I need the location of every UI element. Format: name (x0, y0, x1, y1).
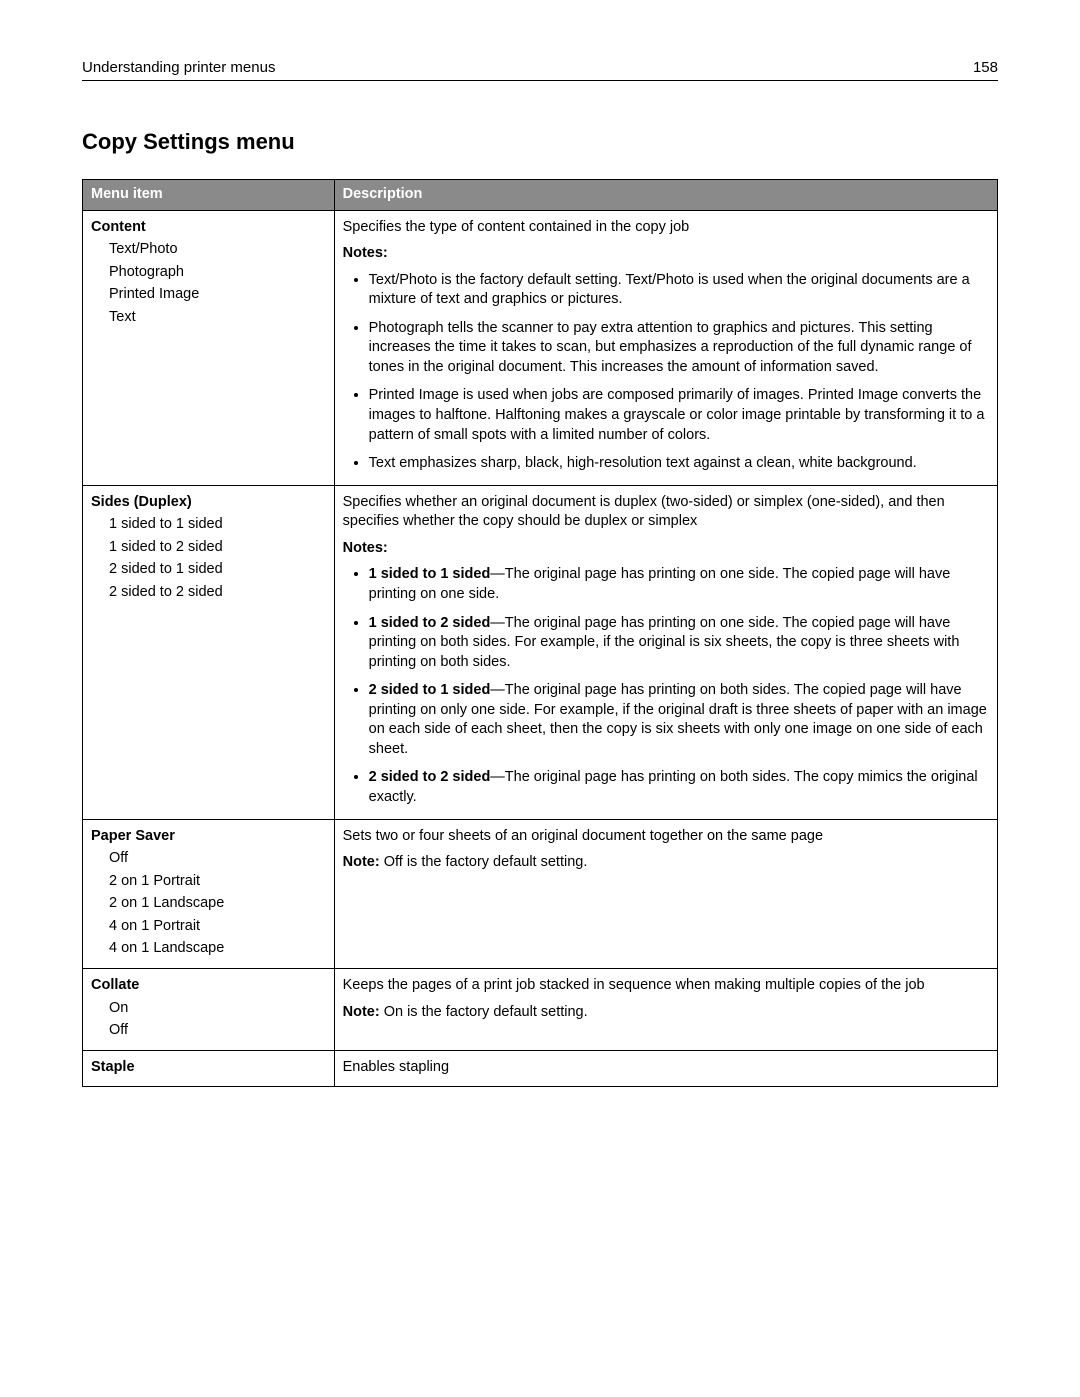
menu-title-paper-saver: Paper Saver (91, 827, 326, 847)
row-sides: Sides (Duplex) 1 sided to 1 sided 1 side… (83, 485, 998, 819)
sides-note-3-bold: 2 sided to 1 sided (369, 682, 491, 698)
header-title: Understanding printer menus (82, 58, 275, 78)
paper-saver-lead: Sets two or four sheets of an original d… (343, 827, 989, 847)
row-collate: Collate On Off Keeps the pages of a prin… (83, 968, 998, 1050)
opt-photograph: Photograph (109, 263, 326, 283)
cell-paper-saver-menu: Paper Saver Off 2 on 1 Portrait 2 on 1 L… (83, 819, 335, 968)
paper-saver-note-text: Off is the factory default setting. (380, 854, 588, 870)
paper-saver-note-label: Note: (343, 854, 380, 870)
cell-content-menu: Content Text/Photo Photograph Printed Im… (83, 210, 335, 485)
content-notes-list: Text/Photo is the factory default settin… (343, 271, 989, 474)
collate-lead: Keeps the pages of a print job stacked i… (343, 976, 989, 996)
page-number: 158 (973, 58, 998, 78)
copy-settings-table: Menu item Description Content Text/Photo… (82, 179, 998, 1087)
opt-2on1-portrait: 2 on 1 Portrait (109, 872, 326, 892)
opt-collate-off: Off (109, 1021, 326, 1041)
col-description: Description (334, 179, 997, 210)
sides-note-1: 1 sided to 1 sided—The original page has… (369, 565, 989, 604)
content-note-3: Printed Image is used when jobs are comp… (369, 386, 989, 445)
cell-sides-desc: Specifies whether an original document i… (334, 485, 997, 819)
menu-title-collate: Collate (91, 976, 326, 996)
sides-note-1-bold: 1 sided to 1 sided (369, 566, 491, 582)
content-lead: Specifies the type of content contained … (343, 218, 989, 238)
opt-ps-off: Off (109, 849, 326, 869)
content-notes-label: Notes: (343, 244, 989, 264)
sides-note-2: 1 sided to 2 sided—The original page has… (369, 614, 989, 673)
collate-note-text: On is the factory default setting. (380, 1004, 588, 1020)
cell-sides-menu: Sides (Duplex) 1 sided to 1 sided 1 side… (83, 485, 335, 819)
opt-1to1: 1 sided to 1 sided (109, 515, 326, 535)
page: Understanding printer menus 158 Copy Set… (0, 0, 1080, 1397)
menu-title-content: Content (91, 218, 326, 238)
sides-options: 1 sided to 1 sided 1 sided to 2 sided 2 … (91, 515, 326, 602)
opt-collate-on: On (109, 999, 326, 1019)
opt-text: Text (109, 308, 326, 328)
content-note-2: Photograph tells the scanner to pay extr… (369, 319, 989, 378)
cell-collate-menu: Collate On Off (83, 968, 335, 1050)
opt-2to1: 2 sided to 1 sided (109, 560, 326, 580)
row-content: Content Text/Photo Photograph Printed Im… (83, 210, 998, 485)
col-menu-item: Menu item (83, 179, 335, 210)
opt-printed-image: Printed Image (109, 285, 326, 305)
staple-lead: Enables stapling (343, 1058, 989, 1078)
collate-note: Note: On is the factory default setting. (343, 1003, 989, 1023)
sides-note-3: 2 sided to 1 sided—The original page has… (369, 681, 989, 759)
collate-note-label: Note: (343, 1004, 380, 1020)
cell-content-desc: Specifies the type of content contained … (334, 210, 997, 485)
row-paper-saver: Paper Saver Off 2 on 1 Portrait 2 on 1 L… (83, 819, 998, 968)
opt-2to2: 2 sided to 2 sided (109, 583, 326, 603)
opt-4on1-portrait: 4 on 1 Portrait (109, 917, 326, 937)
cell-staple-menu: Staple (83, 1050, 335, 1087)
sides-note-4: 2 sided to 2 sided—The original page has… (369, 768, 989, 807)
sides-notes-label: Notes: (343, 539, 989, 559)
content-note-1: Text/Photo is the factory default settin… (369, 271, 989, 310)
paper-saver-options: Off 2 on 1 Portrait 2 on 1 Landscape 4 o… (91, 849, 326, 959)
cell-paper-saver-desc: Sets two or four sheets of an original d… (334, 819, 997, 968)
opt-4on1-landscape: 4 on 1 Landscape (109, 939, 326, 959)
content-note-4: Text emphasizes sharp, black, high-resol… (369, 454, 989, 474)
sides-note-4-bold: 2 sided to 2 sided (369, 769, 491, 785)
table-header-row: Menu item Description (83, 179, 998, 210)
collate-options: On Off (91, 999, 326, 1041)
content-options: Text/Photo Photograph Printed Image Text (91, 240, 326, 327)
sides-lead: Specifies whether an original document i… (343, 493, 989, 532)
section-title: Copy Settings menu (82, 127, 998, 157)
sides-note-2-bold: 1 sided to 2 sided (369, 615, 491, 631)
cell-staple-desc: Enables stapling (334, 1050, 997, 1087)
row-staple: Staple Enables stapling (83, 1050, 998, 1087)
opt-2on1-landscape: 2 on 1 Landscape (109, 894, 326, 914)
menu-title-sides: Sides (Duplex) (91, 493, 326, 513)
opt-text-photo: Text/Photo (109, 240, 326, 260)
paper-saver-note: Note: Off is the factory default setting… (343, 853, 989, 873)
menu-title-staple: Staple (91, 1058, 326, 1078)
running-header: Understanding printer menus 158 (82, 58, 998, 81)
opt-1to2: 1 sided to 2 sided (109, 538, 326, 558)
cell-collate-desc: Keeps the pages of a print job stacked i… (334, 968, 997, 1050)
sides-notes-list: 1 sided to 1 sided—The original page has… (343, 565, 989, 807)
